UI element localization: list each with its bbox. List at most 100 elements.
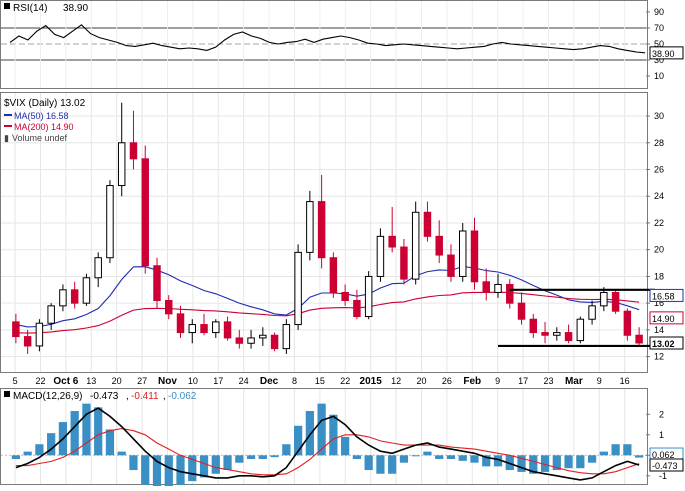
price-candle <box>259 327 267 346</box>
price-candle <box>494 273 502 298</box>
price-legend-symbol: $VIX (Daily) 13.02 <box>4 98 86 109</box>
candle-body <box>223 321 232 339</box>
price-layer <box>12 102 655 354</box>
candle-body <box>600 291 608 307</box>
macd-hist-bar <box>364 455 373 471</box>
rsi-tick-label: 90 <box>654 7 664 17</box>
candle-body <box>317 201 326 259</box>
rsi-legend-label: RSI(14) <box>13 3 47 14</box>
macd-hist-bar <box>105 429 115 456</box>
x-tick-label: 16 <box>620 376 630 386</box>
macd-signal-line <box>15 428 640 476</box>
macd-hist-bar <box>529 455 538 474</box>
macd-hist-bar <box>211 455 220 474</box>
price-badge-box <box>649 336 684 350</box>
macd-hist-bar <box>82 403 91 456</box>
price-candle <box>117 102 126 197</box>
x-tick-label: Dec <box>260 376 279 387</box>
x-tick-label: 5 <box>13 376 18 386</box>
candle-body <box>470 230 479 283</box>
price-candle <box>423 201 432 242</box>
price-candle <box>35 319 44 352</box>
candle-body <box>94 257 102 279</box>
candle-body <box>553 332 561 336</box>
x-tick-label: 2015 <box>360 376 383 387</box>
macd-hist-bar <box>117 451 126 456</box>
candle-body <box>59 289 67 307</box>
macd-hist-bar <box>235 455 244 463</box>
macd-badge-text: 0.062 <box>652 450 675 460</box>
price-badge-text: 16.58 <box>652 291 675 301</box>
candle-body <box>329 257 338 293</box>
price-badge-box <box>649 288 684 302</box>
price-candle <box>529 313 538 338</box>
price-candle <box>506 279 514 309</box>
candle-body <box>47 305 55 324</box>
price-candle <box>611 289 620 314</box>
macd-badge-box <box>649 458 684 472</box>
price-badge-text: 14.90 <box>652 314 675 324</box>
price-candle <box>341 284 349 306</box>
candle-body <box>235 337 244 344</box>
candle-body <box>129 142 138 160</box>
macd-hist-bar <box>399 455 409 463</box>
price-candle <box>517 292 526 325</box>
macd-hist-bar <box>458 455 467 461</box>
price-candle <box>376 228 385 282</box>
price-candle <box>188 319 197 344</box>
price-tick-label: 24 <box>654 191 664 201</box>
macd-legend-comma1: , <box>126 391 129 402</box>
price-tick-label: 16 <box>654 298 664 308</box>
macd-hist-bar <box>258 455 267 459</box>
price-candle <box>247 329 255 349</box>
candle-body <box>423 211 432 237</box>
macd-legend-comma2: , <box>163 391 166 402</box>
price-candle <box>212 319 220 338</box>
price-candle <box>12 313 20 344</box>
candle-body <box>188 324 197 334</box>
x-tick-label: Feb <box>463 376 481 387</box>
x-tick-label: 20 <box>112 376 122 386</box>
x-tick-label: Mar <box>565 376 583 387</box>
x-tick-label: 10 <box>188 376 198 386</box>
price-candle <box>447 244 455 282</box>
candle-body <box>341 291 349 301</box>
candle-body <box>35 322 44 347</box>
rsi-legend-value: 38.90 <box>63 3 88 14</box>
price-legend: $VIX (Daily) 13.02 MA(50) 16.58 MA(200) … <box>4 98 86 143</box>
candle-body <box>106 185 114 259</box>
x-tick-label: 22 <box>340 376 350 386</box>
price-tick-label: 18 <box>654 271 664 281</box>
price-badge-box <box>649 311 684 325</box>
rsi-badge-box <box>649 46 684 60</box>
macd-hist-bar <box>411 455 420 457</box>
macd-hist-bar <box>23 451 32 456</box>
candle-body <box>282 324 291 350</box>
price-tick-label: 28 <box>654 138 664 148</box>
price-candle <box>129 110 138 170</box>
rsi-panel <box>0 0 648 89</box>
ma200-line <box>15 291 640 334</box>
price-candle <box>411 201 420 285</box>
price-tick-label: 12 <box>654 352 664 362</box>
candle-body <box>611 291 620 312</box>
macd-legend-signal: -0.411 <box>131 391 159 402</box>
macd-line <box>15 407 640 481</box>
macd-legend-macd: -0.473 <box>90 391 119 402</box>
price-tick-label: 26 <box>654 165 664 175</box>
x-tick-label: 20 <box>416 376 426 386</box>
candle-body <box>482 281 490 293</box>
price-badge: 14.90 <box>649 311 684 325</box>
macd-hist-bar <box>199 455 209 478</box>
price-candle <box>553 327 561 341</box>
volume-legend-label: Volume undef <box>12 133 68 143</box>
candle-body <box>435 235 443 256</box>
macd-hist-bar <box>70 411 79 456</box>
macd-hist-bar <box>223 455 232 471</box>
candle-body <box>294 251 302 326</box>
candle-body <box>82 277 91 304</box>
macd-hist-bar <box>423 451 432 456</box>
candle-body <box>635 334 643 344</box>
candle-body <box>588 305 596 320</box>
price-candle <box>141 145 149 274</box>
